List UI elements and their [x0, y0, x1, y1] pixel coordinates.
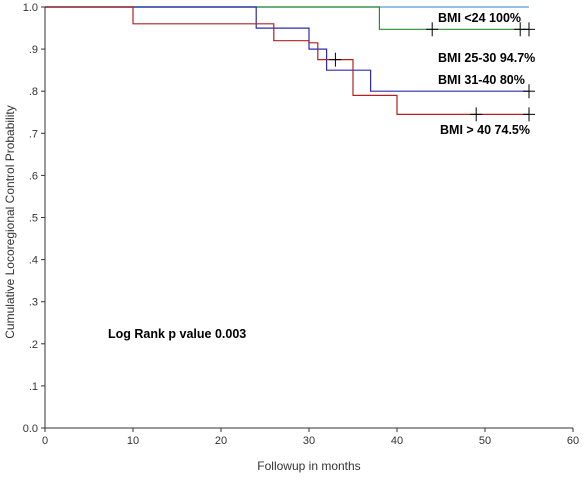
x-tick-label: 20: [215, 435, 227, 447]
y-tick-label: .5: [29, 213, 38, 225]
series-label-4: BMI > 40 74.5%: [440, 123, 530, 137]
series-labels: BMI <24 100% BMI 25-30 94.7% BMI 31-40 80%…: [438, 11, 535, 137]
x-tick-label: 30: [303, 435, 315, 447]
y-tick-label: .8: [29, 86, 38, 98]
y-tick-label: .1: [29, 381, 38, 393]
series-label-1: BMI <24 100%: [438, 11, 521, 25]
plot-area: [45, 6, 535, 122]
y-tick-label: 1.0: [23, 2, 38, 14]
x-tick-label: 50: [479, 435, 491, 447]
y-axis-title: Cumulative Locoregional Control Probabil…: [3, 105, 17, 338]
series-label-3: BMI 31-40 80%: [438, 73, 525, 87]
series-label-2: BMI 25-30 94.7%: [438, 51, 535, 65]
km-curve-4: [45, 6, 529, 115]
y-tick-label: .7: [29, 128, 38, 140]
y-axis-ticks: 0.0 .1 .2 .3 .4 .5 .6 .7 .8 .9 1.0: [23, 2, 45, 435]
y-tick-label: .9: [29, 44, 38, 56]
y-tick-label: 0.0: [23, 423, 38, 435]
x-tick-label: 40: [391, 435, 403, 447]
x-tick-label: 0: [42, 435, 48, 447]
y-tick-label: .4: [29, 255, 38, 267]
y-tick-label: .2: [29, 339, 38, 351]
x-tick-label: 60: [567, 435, 579, 447]
axes: [44, 7, 573, 429]
y-tick-label: .3: [29, 297, 38, 309]
y-tick-label: .6: [29, 170, 38, 182]
x-axis-ticks: 0 10 20 30 40 50 60: [42, 428, 579, 447]
log-rank-annotation: Log Rank p value 0.003: [108, 327, 246, 341]
x-tick-label: 10: [127, 435, 139, 447]
x-axis-title: Followup in months: [257, 459, 360, 473]
